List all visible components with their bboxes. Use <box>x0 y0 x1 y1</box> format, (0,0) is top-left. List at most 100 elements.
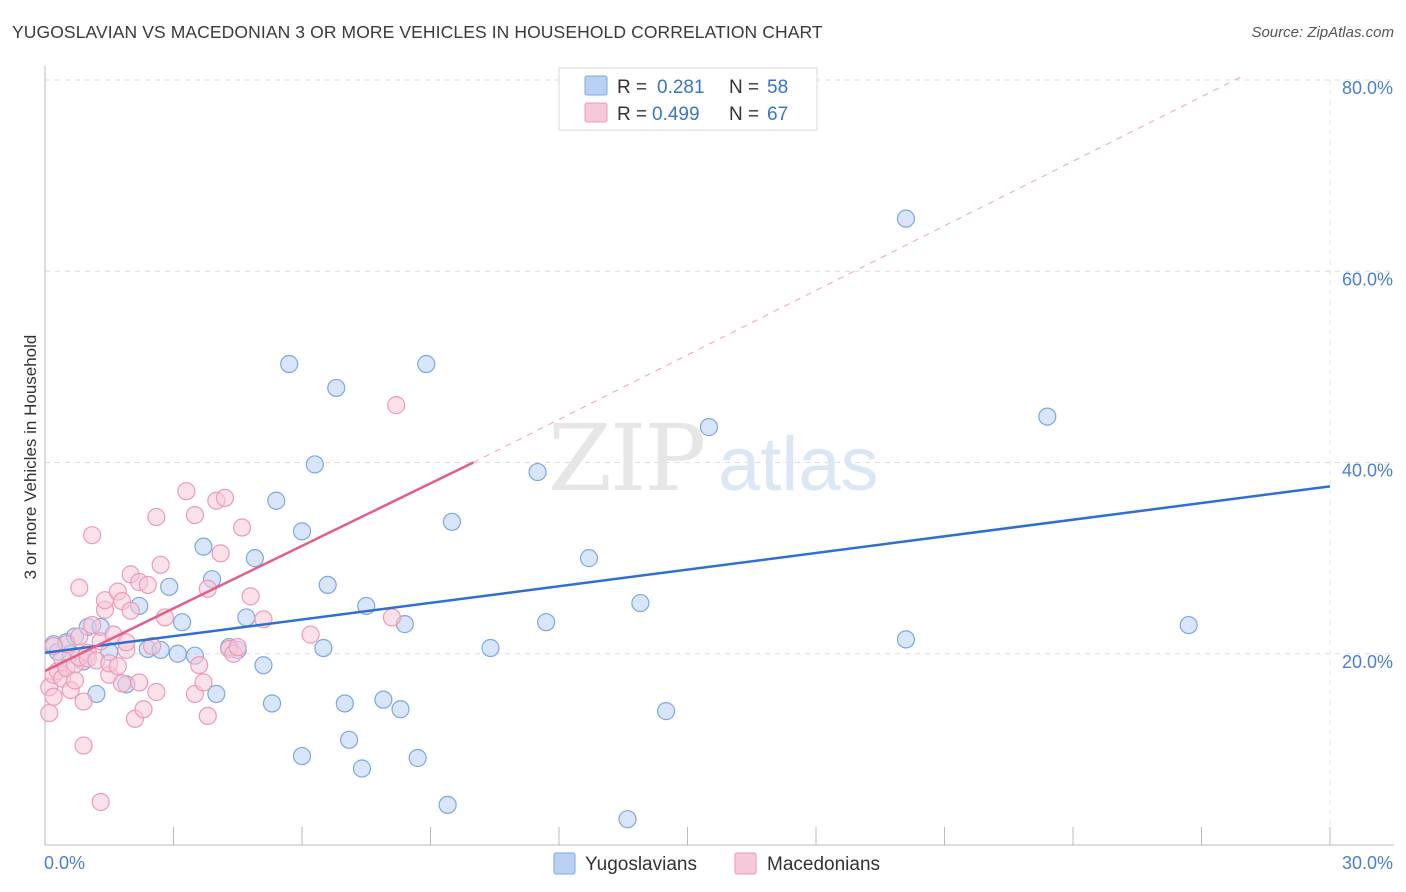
data-point <box>44 687 63 706</box>
data-point <box>1179 615 1198 635</box>
legend-r-label-yugoslavians: R = <box>617 77 647 98</box>
data-point <box>262 694 282 713</box>
data-point <box>74 692 93 711</box>
data-point <box>254 656 273 675</box>
data-point <box>232 518 252 537</box>
y-tick-label: 20.0% <box>1342 652 1393 672</box>
data-point <box>335 694 354 713</box>
legend-n-label-yugoslavians: N = <box>729 77 759 98</box>
data-point <box>168 644 187 663</box>
stats-legend: R = 0.281 N = 58 R = 0.499 N = 67 <box>558 67 818 131</box>
data-point <box>185 505 205 525</box>
data-point <box>142 636 162 656</box>
data-point <box>245 549 264 568</box>
y-tick-label: 60.0% <box>1342 269 1393 289</box>
data-point <box>198 706 217 726</box>
data-point <box>147 507 166 527</box>
data-point <box>408 748 427 768</box>
data-point <box>91 792 110 812</box>
trend-lines <box>44 74 1331 673</box>
data-point <box>177 482 196 501</box>
data-point <box>896 209 916 228</box>
data-point <box>382 608 402 627</box>
data-point <box>292 522 312 541</box>
legend-n-value-yugoslavians: 58 <box>767 77 788 98</box>
data-point <box>896 630 916 649</box>
data-point <box>327 378 346 398</box>
data-point <box>528 462 547 482</box>
data-point <box>631 593 650 613</box>
bottom-legend-macedonians: Macedonians <box>767 854 880 875</box>
data-point <box>194 537 213 556</box>
trend-line <box>44 461 474 673</box>
data-point <box>438 795 457 814</box>
trend-line <box>44 485 1331 655</box>
x-tick-label: 0.0% <box>44 853 85 873</box>
legend-r-value-macedonians: 0.499 <box>652 104 700 125</box>
y-tick-label: 40.0% <box>1342 461 1393 481</box>
data-point <box>194 673 213 692</box>
data-point <box>190 656 209 675</box>
data-point <box>70 578 89 597</box>
legend-swatch-yugoslavians <box>584 75 608 96</box>
data-point <box>121 601 140 620</box>
series-yugoslavians <box>44 209 1198 829</box>
data-point <box>241 587 260 606</box>
data-point <box>481 638 500 658</box>
bottom-legend-yugoslavians: Yugoslavians <box>585 854 697 875</box>
data-point <box>352 759 372 778</box>
data-point <box>160 577 179 596</box>
data-point <box>301 625 320 644</box>
bottom-legend-swatch-macedonians <box>734 852 757 875</box>
data-point <box>305 455 324 474</box>
data-point <box>699 418 719 437</box>
data-point <box>130 673 149 692</box>
watermark-atlas: atlas <box>718 422 879 507</box>
data-point <box>656 702 676 721</box>
data-point <box>417 354 436 374</box>
series-macedonians <box>40 396 406 812</box>
data-point <box>280 354 299 374</box>
legend-r-value-yugoslavians: 0.281 <box>657 77 705 98</box>
data-point <box>74 736 93 755</box>
data-point <box>579 549 599 568</box>
data-point <box>374 690 393 709</box>
data-point <box>314 638 333 658</box>
source-label: Source: ZipAtlas.com <box>1251 24 1394 41</box>
data-point <box>537 613 556 632</box>
watermark: ZIP atlas <box>548 405 879 512</box>
data-point <box>292 746 312 766</box>
data-point <box>40 703 59 723</box>
data-point <box>83 526 102 545</box>
data-point <box>134 700 153 719</box>
data-point <box>1038 407 1057 426</box>
axis-ticks: 20.0% 40.0% 60.0% 80.0% 0.0% 30.0% <box>44 78 1393 873</box>
data-point <box>387 396 406 415</box>
legend-n-value-macedonians: 67 <box>767 104 788 125</box>
data-point <box>340 730 359 749</box>
legend-swatch-macedonians <box>584 102 608 123</box>
y-tick-label: 80.0% <box>1342 78 1393 98</box>
bottom-legend-swatch-yugoslavians <box>553 852 576 875</box>
data-point <box>70 627 89 646</box>
gridlines <box>45 79 1394 845</box>
data-point <box>172 613 192 632</box>
data-point <box>215 488 234 507</box>
legend-n-label-macedonians: N = <box>729 104 759 125</box>
y-axis-label: 3 or more Vehicles in Household <box>21 335 40 580</box>
data-point <box>237 608 256 627</box>
data-point <box>83 615 102 635</box>
data-point <box>618 810 637 829</box>
data-point <box>147 682 166 702</box>
series-legend: Yugoslavians Macedonians <box>553 852 880 875</box>
legend-r-label-macedonians: R = <box>617 104 647 125</box>
data-point <box>138 575 157 595</box>
data-point <box>211 544 230 563</box>
watermark-zip: ZIP <box>548 405 704 512</box>
data-point <box>318 575 337 595</box>
data-point <box>151 555 170 574</box>
data-point <box>207 684 226 704</box>
chart-title: YUGOSLAVIAN VS MACEDONIAN 3 OR MORE VEHI… <box>12 22 823 42</box>
data-point <box>267 491 286 510</box>
